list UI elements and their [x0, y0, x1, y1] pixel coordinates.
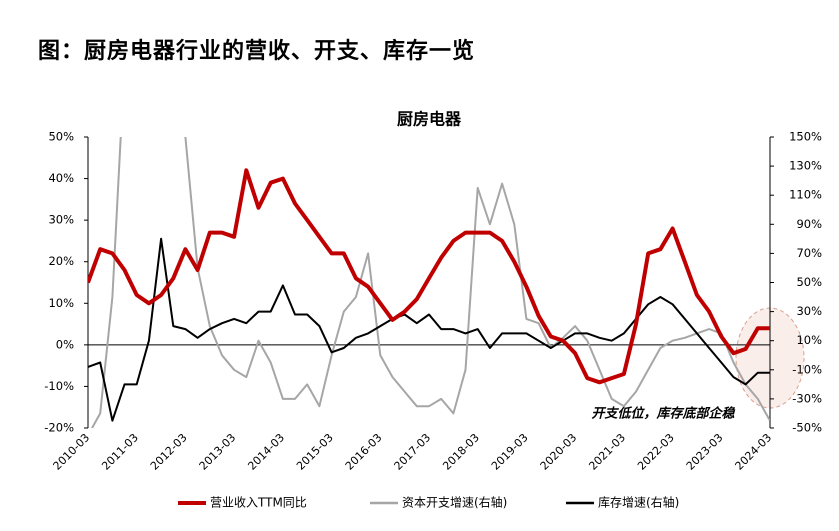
y2-tick-label: 130%: [789, 159, 822, 173]
x-tick-label: 2013-03: [197, 431, 239, 473]
x-tick-label: 2020-03: [538, 431, 580, 473]
y2-tick-label: 70%: [796, 246, 822, 260]
series-line: [90, 137, 770, 428]
legend-label: 资本开支增速(右轴): [402, 495, 507, 510]
y2-tick-label: -30%: [792, 391, 822, 405]
x-tick-label: 2019-03: [489, 431, 531, 473]
page-title: 图：厨房电器行业的营收、开支、库存一览: [38, 38, 475, 64]
y-tick-label: -20%: [44, 421, 74, 435]
legend-label: 库存增速(右轴): [598, 495, 679, 510]
x-tick-label: 2015-03: [294, 431, 336, 473]
x-tick-label: 2023-03: [684, 431, 726, 473]
y-tick-label: 0%: [56, 337, 74, 351]
series-line: [88, 168, 770, 385]
x-tick-label: 2016-03: [343, 431, 385, 473]
y-tick-label: 20%: [48, 254, 74, 268]
y-tick-label: 10%: [48, 296, 74, 310]
y-tick-label: 50%: [48, 130, 74, 144]
x-tick-label: 2021-03: [586, 431, 628, 473]
x-tick-label: 2017-03: [392, 431, 434, 473]
series-line: [88, 237, 770, 422]
y2-tick-label: 10%: [796, 333, 822, 347]
annotation: 开支低位，库存底部企稳: [591, 406, 735, 422]
legend-label: 营业收入TTM同比: [210, 496, 307, 510]
chart-title: 厨房电器: [397, 110, 462, 129]
y2-tick-label: 110%: [789, 188, 822, 202]
y2-tick-label: 90%: [796, 217, 822, 231]
x-tick-label: 2018-03: [440, 431, 482, 473]
y2-tick-label: -10%: [792, 362, 822, 376]
y-tick-label: 40%: [48, 171, 74, 185]
y2-tick-label: 150%: [789, 130, 822, 144]
x-tick-label: 2010-03: [51, 431, 93, 473]
x-tick-label: 2011-03: [99, 431, 141, 473]
x-tick-label: 2014-03: [245, 431, 287, 473]
y2-tick-label: 50%: [796, 275, 822, 289]
plot-area: [88, 137, 770, 428]
x-tick-label: 2022-03: [635, 431, 677, 473]
y-tick-label: -10%: [44, 379, 74, 393]
x-tick-label: 2024-03: [733, 431, 775, 473]
x-tick-label: 2012-03: [148, 431, 190, 473]
y2-tick-label: 30%: [796, 304, 822, 318]
y-tick-label: 30%: [48, 213, 74, 227]
y2-tick-label: -50%: [792, 421, 822, 435]
